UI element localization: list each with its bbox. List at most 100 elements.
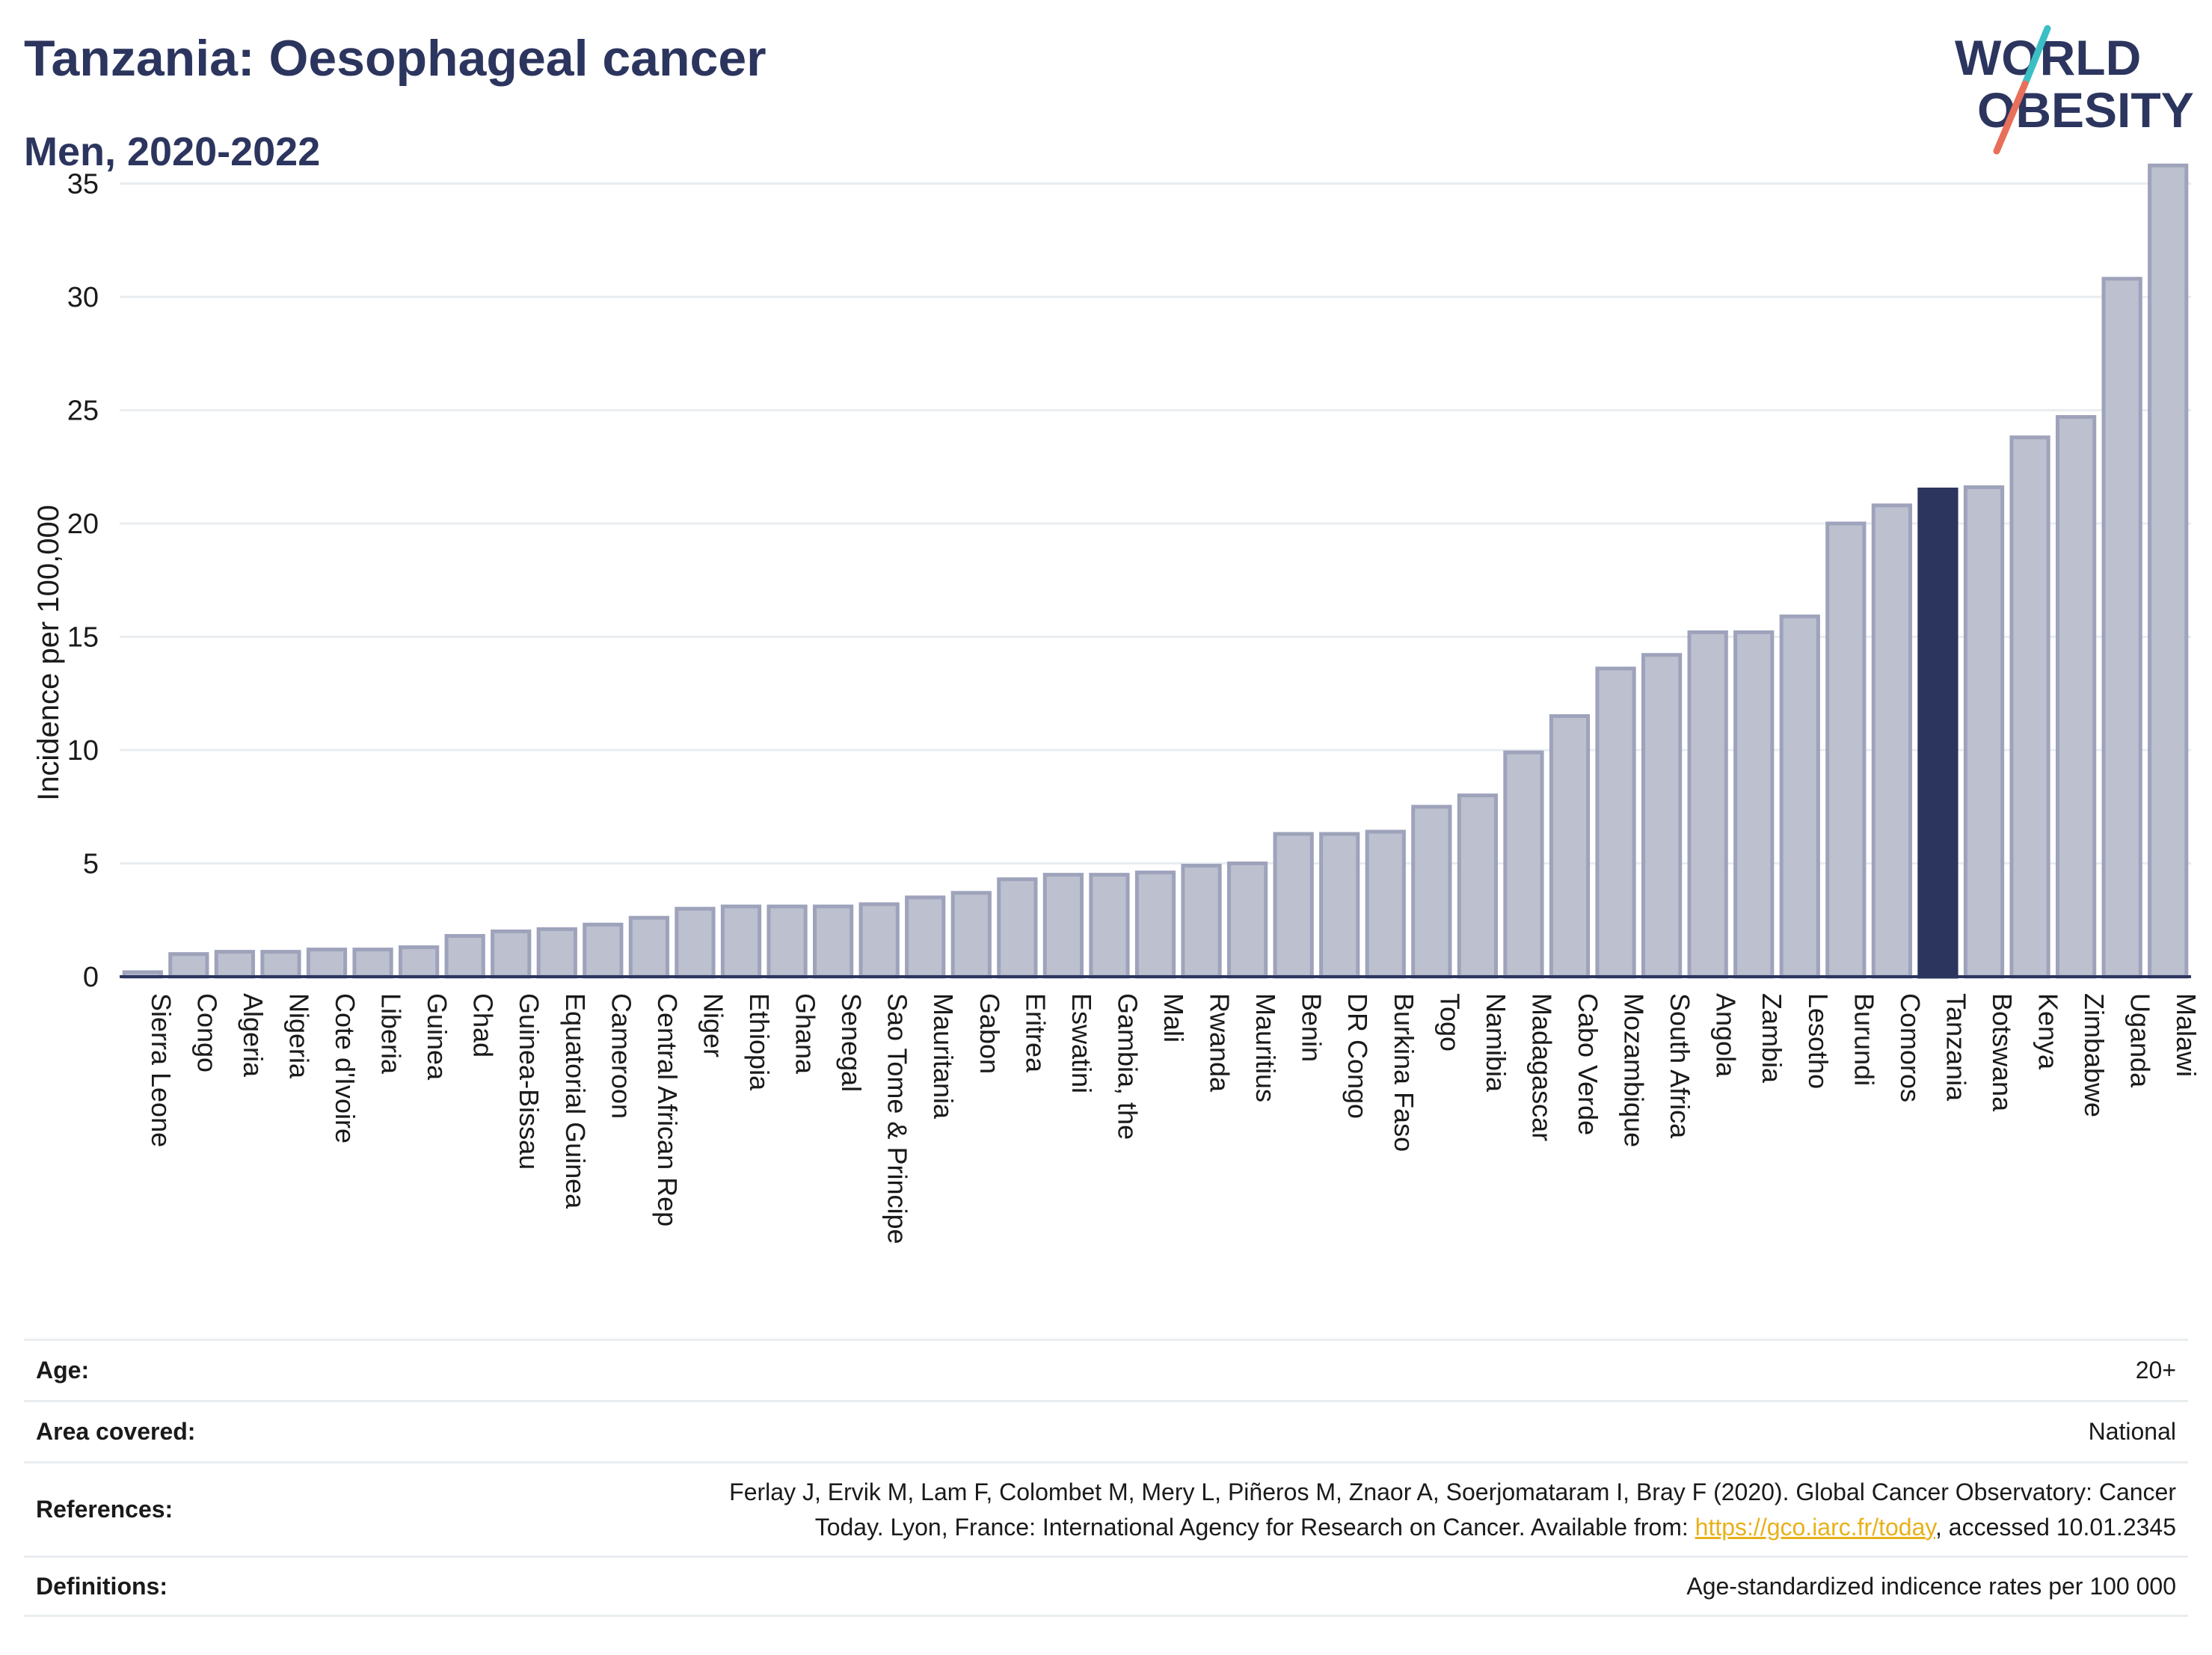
- definitions-label: Definitions:: [36, 1572, 168, 1600]
- x-tick-label: Mozambique: [1619, 993, 1650, 1147]
- references-text-line2: Today. Lyon, France: International Agenc…: [814, 1513, 1695, 1541]
- x-tick-label: Cabo Verde: [1573, 993, 1603, 1135]
- bar-mauritania: [905, 895, 946, 979]
- bar-tanzania: [1917, 488, 1958, 979]
- x-tick-label: Uganda: [2125, 993, 2156, 1088]
- bar-south-africa: [1641, 653, 1683, 979]
- x-axis-labels: Sierra Leone Congo Algeria Nigeria Cote d'Iv…: [146, 993, 2202, 1244]
- bar-togo: [1411, 805, 1452, 979]
- info-row-references: References: Ferlay J, Ervik M, Lam F, Co…: [24, 1461, 2188, 1556]
- x-tick-label: Rwanda: [1205, 993, 1235, 1093]
- bar-guinea: [398, 945, 440, 979]
- bar-ethiopia: [720, 904, 762, 979]
- x-tick-label: Benin: [1297, 993, 1327, 1062]
- bar-cote-d-ivoire: [306, 948, 348, 979]
- logo-slash-bottom: [1993, 80, 2029, 155]
- x-tick-label: Malawi: [2171, 993, 2202, 1077]
- bar-nigeria: [260, 950, 301, 979]
- x-tick-label: Botswana: [1987, 993, 2018, 1112]
- bar-lesotho: [1779, 614, 1820, 979]
- x-tick-label: Burundi: [1849, 993, 1879, 1086]
- bar-malawi: [2148, 163, 2189, 979]
- x-tick-label: Ghana: [790, 993, 821, 1075]
- x-tick-label: Angola: [1711, 993, 1742, 1078]
- logo-slash-top: [2021, 25, 2051, 87]
- bar-burkina-faso: [1365, 829, 1406, 979]
- y-tick-label: 30: [67, 282, 99, 313]
- logo-text-world: WORLD: [1955, 30, 2141, 85]
- references-text-line1: Ferlay J, Ervik M, Lam F, Colombet M, Me…: [729, 1479, 2176, 1506]
- y-tick-label: 10: [67, 735, 99, 767]
- x-tick-label: Mauritius: [1250, 993, 1281, 1102]
- info-row-area: Area covered: National: [24, 1400, 2188, 1461]
- bar-congo: [168, 952, 209, 979]
- y-tick-label: 5: [83, 848, 99, 879]
- x-tick-label: South Africa: [1665, 993, 1695, 1139]
- bar-eritrea: [997, 877, 1038, 979]
- x-tick-label: Togo: [1434, 993, 1465, 1051]
- x-tick-label: Tanzania: [1941, 993, 1971, 1102]
- x-tick-label: Comoros: [1895, 993, 1926, 1102]
- x-tick-label: Mauritania: [928, 993, 959, 1120]
- x-tick-label: Guinea-Bissau: [514, 993, 544, 1170]
- x-tick-label: Senegal: [836, 993, 867, 1092]
- bar-cabo-verde: [1549, 714, 1591, 979]
- x-tick-label: Equatorial Guinea: [560, 993, 591, 1209]
- bar-ghana: [766, 904, 808, 979]
- references-accessed: , accessed 10.01.2345: [1935, 1513, 2176, 1541]
- x-tick-label: Nigeria: [283, 993, 314, 1079]
- x-tick-label: Gambia, the: [1112, 993, 1143, 1140]
- bar-madagascar: [1503, 750, 1544, 979]
- x-tick-label: Algeria: [238, 993, 268, 1078]
- bar-burundi: [1825, 521, 1867, 979]
- age-value: 20+: [2135, 1357, 2176, 1384]
- info-table: Age: 20+ Area covered: National Referenc…: [24, 1339, 2188, 1617]
- x-tick-label: Burkina Faso: [1389, 993, 1419, 1152]
- references-label: References:: [36, 1496, 173, 1523]
- x-tick-label: Eswatini: [1066, 993, 1097, 1093]
- x-tick-label: Congo: [191, 993, 222, 1072]
- bar-equatorial-guinea: [536, 927, 577, 979]
- references-link[interactable]: https://gco.iarc.fr/today: [1695, 1513, 1935, 1541]
- age-label: Age:: [36, 1357, 90, 1384]
- x-tick-label: Ethiopia: [744, 993, 775, 1091]
- y-tick-label: 15: [67, 621, 99, 653]
- x-tick-label: Sao Tome & Principe: [882, 993, 913, 1244]
- world-obesity-logo: WORLD OBESITY: [1955, 25, 2194, 155]
- bar-angola: [1687, 630, 1728, 979]
- bar-botswana: [1963, 485, 2005, 979]
- info-row-definitions: Definitions: Age-standardized indicence …: [24, 1556, 2188, 1617]
- x-tick-label: Sierra Leone: [146, 993, 176, 1147]
- y-axis-title: Incidence per 100,000: [32, 505, 65, 801]
- bar-sao-tome-principe: [858, 902, 900, 979]
- bar-chad: [444, 933, 485, 979]
- bar-mozambique: [1595, 666, 1636, 979]
- bar-kenya: [2009, 435, 2050, 979]
- references-value: Ferlay J, Ervik M, Lam F, Colombet M, Me…: [729, 1475, 2176, 1544]
- page-title: Tanzania: Oesophageal cancer: [24, 30, 766, 87]
- bar-rwanda: [1181, 864, 1222, 979]
- bar-gambia-the: [1089, 873, 1130, 979]
- bar-mali: [1134, 871, 1176, 979]
- x-tick-label: Mali: [1158, 993, 1189, 1043]
- x-tick-label: Lesotho: [1803, 993, 1834, 1089]
- bar-central-african-rep: [628, 915, 670, 979]
- area-value: National: [2088, 1418, 2176, 1446]
- y-tick-label: 25: [67, 395, 99, 426]
- x-tick-label: Madagascar: [1526, 993, 1557, 1141]
- x-tick-label: Zimbabwe: [2079, 993, 2110, 1117]
- y-axis-ticks: 0 5 10 15 20 25 30 35: [67, 168, 99, 993]
- x-tick-label: Niger: [698, 993, 728, 1057]
- x-tick-label: Eritrea: [1020, 993, 1051, 1073]
- y-tick-label: 20: [67, 509, 99, 540]
- x-tick-label: Zambia: [1757, 993, 1787, 1084]
- bar-eswatini: [1042, 873, 1084, 979]
- x-tick-label: Guinea: [422, 993, 452, 1081]
- x-tick-label: Kenya: [2033, 993, 2064, 1070]
- y-tick-label: 0: [83, 962, 99, 993]
- area-label: Area covered:: [36, 1418, 196, 1445]
- page-subtitle: Men, 2020-2022: [24, 129, 321, 174]
- bar-zimbabwe: [2055, 415, 2097, 979]
- bar-niger: [675, 906, 716, 979]
- bar-cameroon: [583, 922, 624, 979]
